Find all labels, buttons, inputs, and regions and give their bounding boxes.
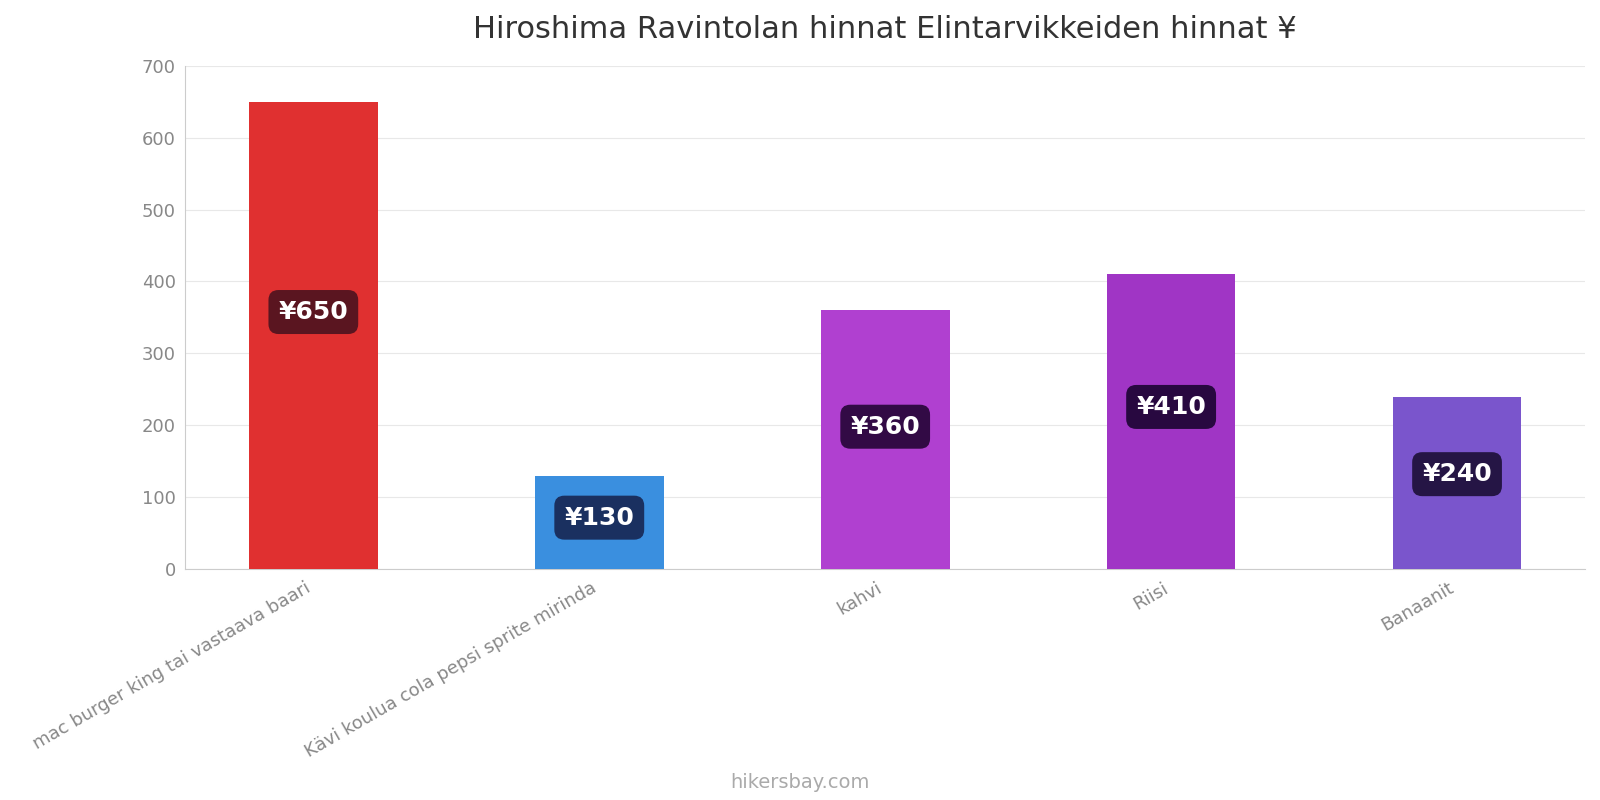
Text: ¥410: ¥410 xyxy=(1136,395,1206,419)
Text: ¥130: ¥130 xyxy=(565,506,634,530)
Bar xyxy=(1107,274,1235,569)
Bar xyxy=(821,310,949,569)
Text: ¥650: ¥650 xyxy=(278,300,349,324)
Bar xyxy=(1392,397,1522,569)
Title: Hiroshima Ravintolan hinnat Elintarvikkeiden hinnat ¥: Hiroshima Ravintolan hinnat Elintarvikke… xyxy=(474,15,1298,44)
Text: hikersbay.com: hikersbay.com xyxy=(730,773,870,792)
Text: ¥240: ¥240 xyxy=(1422,462,1491,486)
Bar xyxy=(250,102,378,569)
Bar xyxy=(534,475,664,569)
Text: ¥360: ¥360 xyxy=(850,414,920,438)
